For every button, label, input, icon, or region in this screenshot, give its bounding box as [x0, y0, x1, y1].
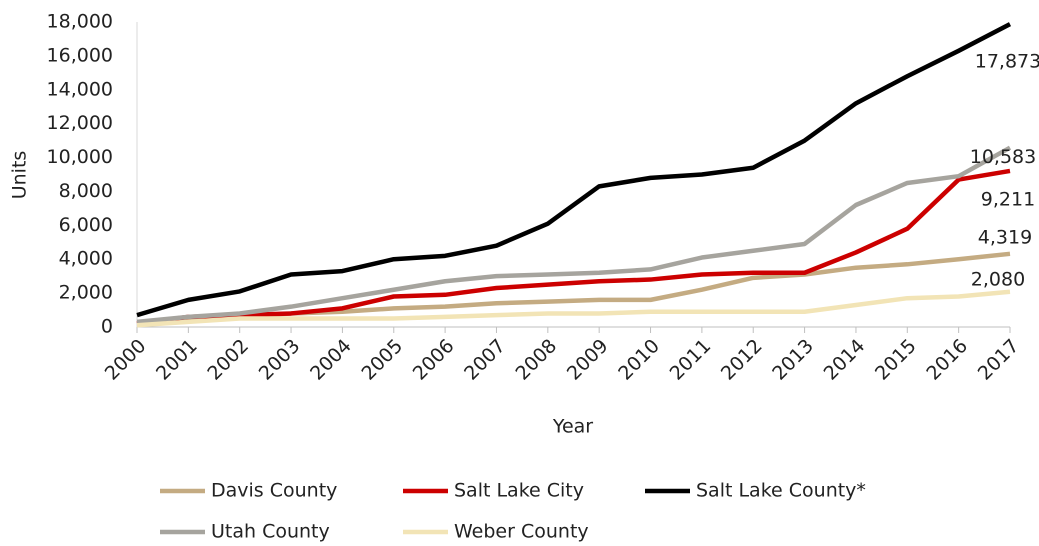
data-label: 17,873 — [975, 51, 1039, 73]
series-line — [136, 289, 1011, 328]
legend-label: Salt Lake County* — [696, 480, 866, 502]
x-tick-label: 2006 — [409, 335, 459, 385]
y-tick-label: 8,000 — [59, 180, 113, 202]
y-tick-label: 0 — [101, 316, 113, 338]
series-line — [136, 168, 1011, 326]
x-tick-label: 2001 — [152, 335, 202, 385]
y-tick-label: 12,000 — [47, 112, 113, 134]
x-tick-label: 2000 — [101, 335, 151, 385]
x-tick-label: 2008 — [511, 335, 561, 385]
legend-label: Weber County — [454, 521, 589, 543]
legend-label: Salt Lake City — [454, 480, 584, 502]
x-tick-label: 2011 — [666, 335, 716, 385]
x-tick-label: 2004 — [306, 335, 356, 385]
series-line — [136, 22, 1012, 318]
data-label: 2,080 — [971, 268, 1025, 290]
y-tick-label: 14,000 — [47, 78, 113, 100]
y-tick-label: 18,000 — [47, 11, 113, 33]
data-label: 10,583 — [970, 146, 1036, 168]
x-tick-label: 2007 — [460, 335, 510, 385]
y-tick-label: 4,000 — [59, 248, 113, 270]
data-label: 4,319 — [978, 226, 1032, 248]
x-tick-label: 2014 — [820, 335, 870, 385]
y-tick-label: 2,000 — [59, 282, 113, 304]
x-tick-label: 2012 — [717, 335, 767, 385]
y-tick-label: 16,000 — [47, 44, 113, 66]
y-tick-label: 10,000 — [47, 146, 113, 168]
series-line — [136, 145, 1012, 325]
legend-label: Davis County — [211, 480, 337, 502]
x-tick-label: 2003 — [255, 335, 305, 385]
x-axis-label: Year — [552, 416, 593, 438]
legend-label: Utah County — [211, 521, 330, 543]
x-tick-label: 2013 — [768, 335, 818, 385]
x-tick-label: 2017 — [974, 335, 1024, 385]
y-tick-label: 6,000 — [59, 214, 113, 236]
x-tick-label: 2015 — [871, 335, 921, 385]
x-tick-label: 2010 — [614, 335, 664, 385]
data-label: 9,211 — [981, 188, 1035, 210]
x-tick-label: 2016 — [922, 335, 972, 385]
x-tick-label: 2005 — [357, 335, 407, 385]
y-axis-label: Units — [9, 151, 31, 200]
x-tick-label: 2002 — [203, 335, 253, 385]
x-tick-label: 2009 — [563, 335, 613, 385]
